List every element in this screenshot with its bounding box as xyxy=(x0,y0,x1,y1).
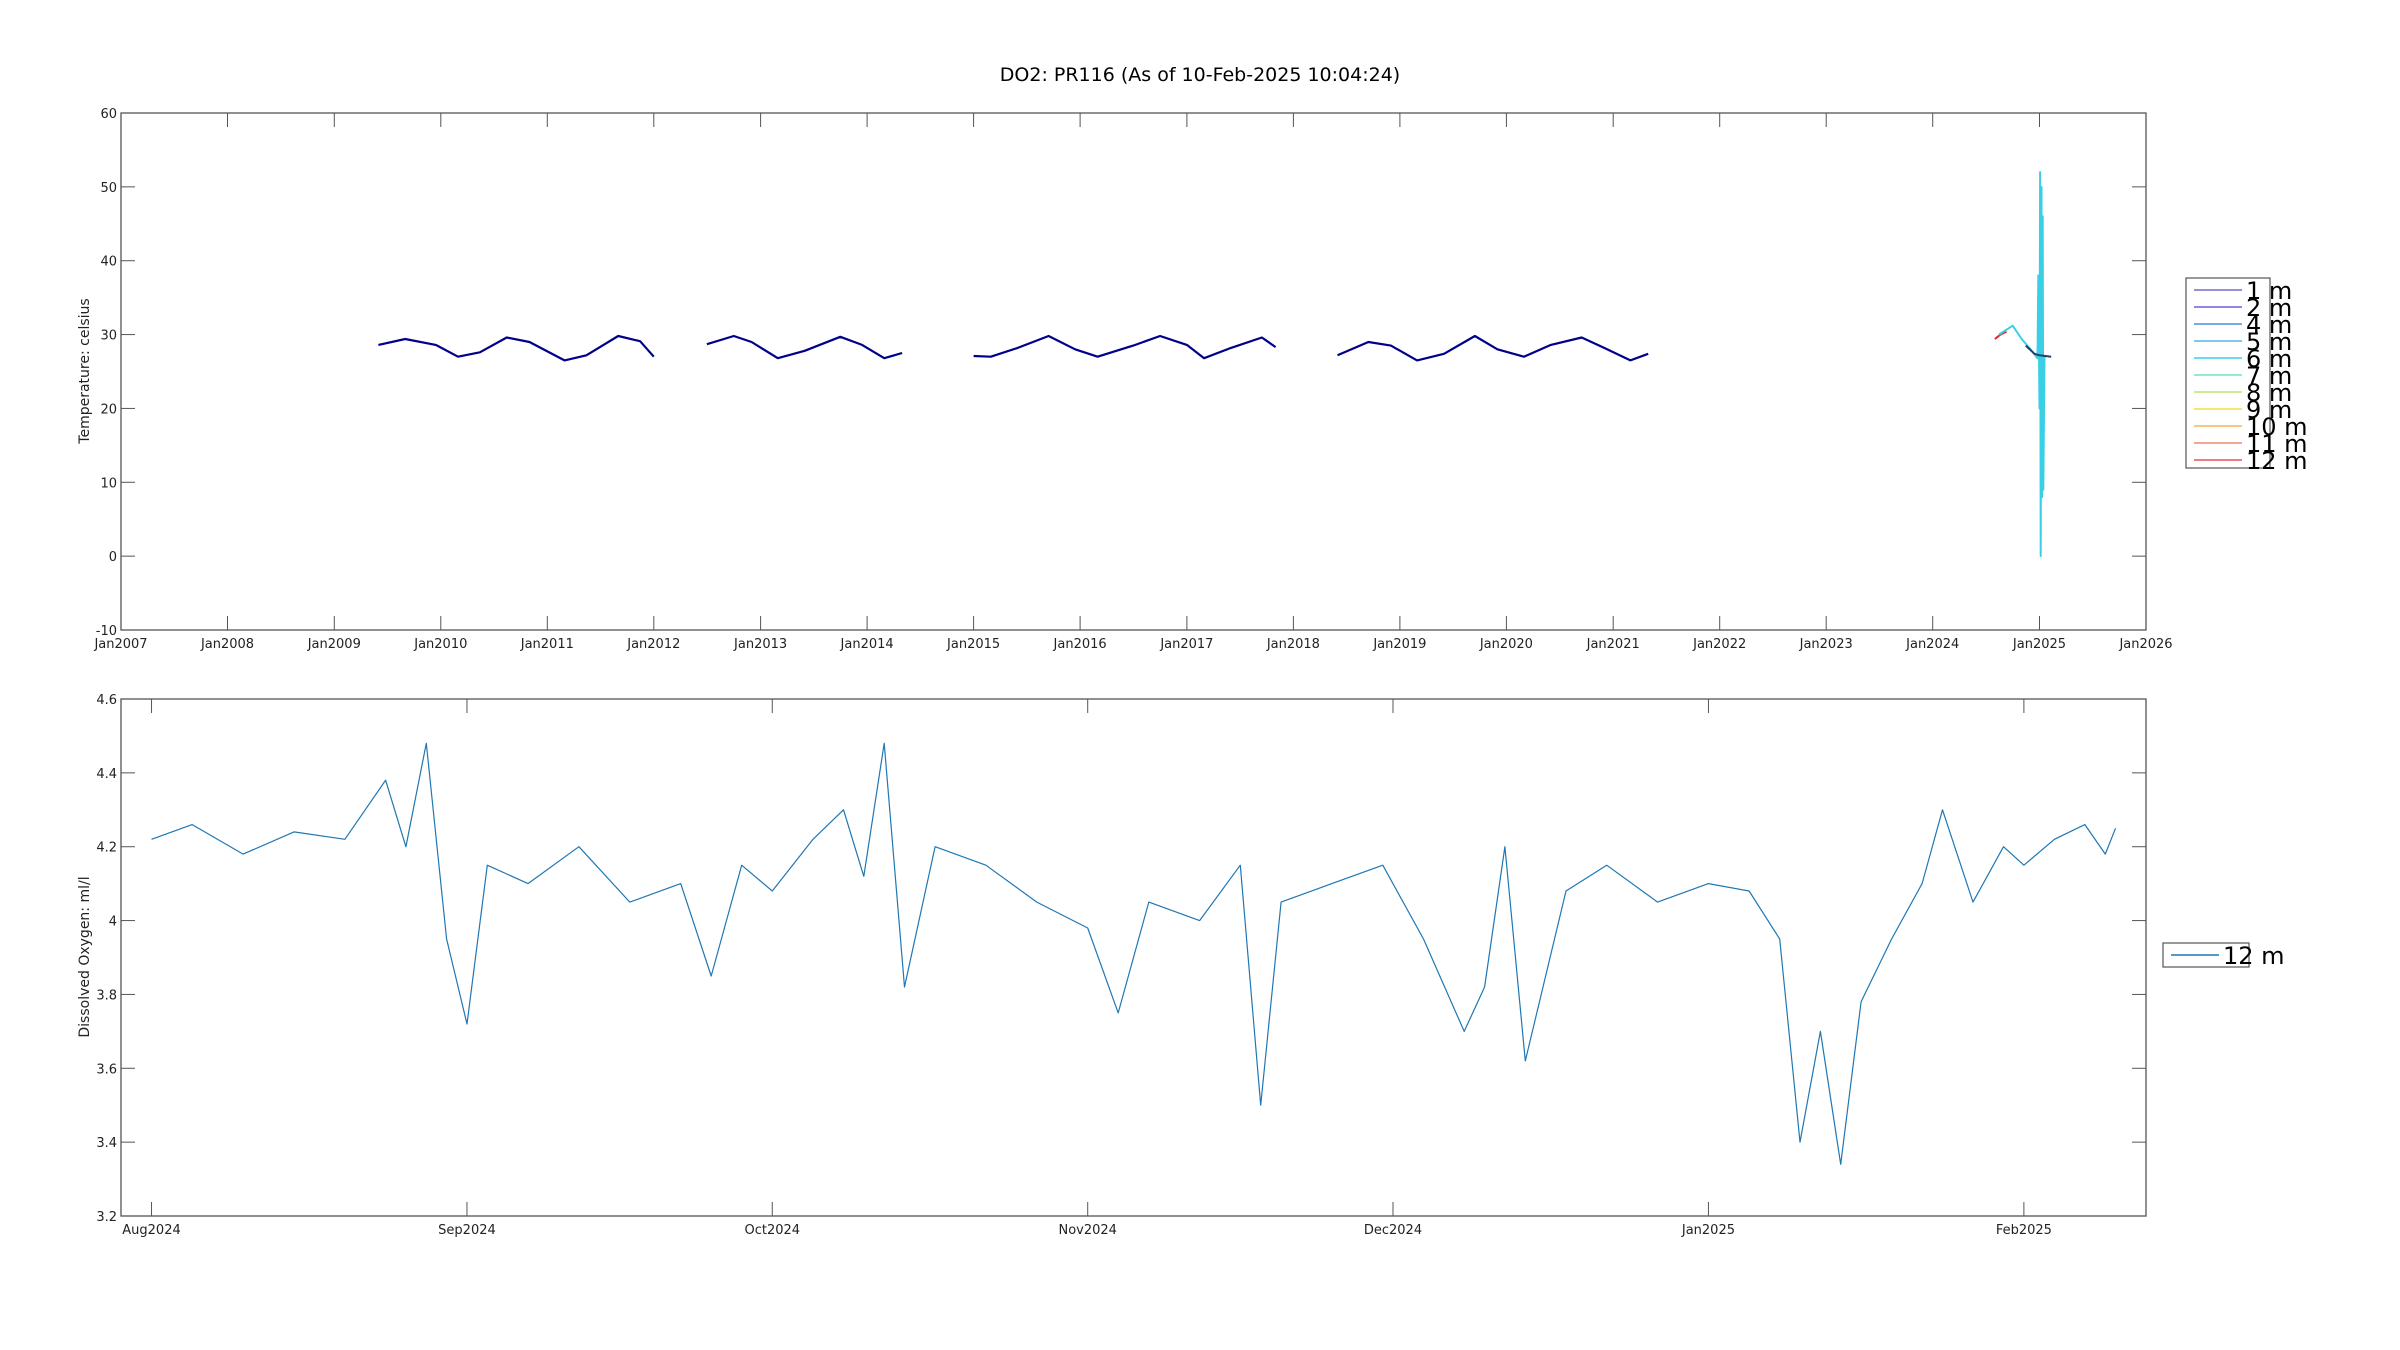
x-tick-label: Jan2024 xyxy=(1905,637,1959,652)
x-tick-label: Jan2023 xyxy=(1799,637,1853,652)
y-tick-label: 3.8 xyxy=(96,988,117,1003)
x-tick-label: Jan2025 xyxy=(2012,637,2066,652)
y-tick-label: 40 xyxy=(100,255,117,270)
y-tick-label: 20 xyxy=(100,402,117,417)
y-tick-label: 60 xyxy=(100,107,117,122)
y-tick-label: 30 xyxy=(100,329,117,344)
x-tick-label: Nov2024 xyxy=(1058,1223,1116,1238)
temperature-legend-box xyxy=(2185,277,2271,469)
oxygen-axes: Dissolved Oxygen: ml/l 3.2 3.4 3.6 3.8 4 4.2 4… xyxy=(77,693,2147,1238)
legend-entry: 9 m xyxy=(2246,396,2292,424)
legend-entry: 11 m xyxy=(2246,430,2308,458)
x-tick-label: Jan2021 xyxy=(1586,637,1640,652)
legend-entry: 7 m xyxy=(2246,362,2292,390)
legend-entry: 6 m xyxy=(2246,345,2292,373)
legend-entry: 1 m xyxy=(2246,277,2292,305)
temperature-axes: Temperature: celsius -10 0 10 20 30 40 50 60 Jan… xyxy=(77,107,2173,652)
x-tick-label: Jan2026 xyxy=(2118,637,2172,652)
x-tick-label: Jan2010 xyxy=(413,637,467,652)
x-tick-label: Jan2016 xyxy=(1053,637,1107,652)
figure-title: DO2: PR116 (As of 10-Feb-2025 10:04:24) xyxy=(1000,64,1400,86)
x-tick-label: Jan2009 xyxy=(307,637,361,652)
y-tick-label: 3.2 xyxy=(96,1210,117,1225)
x-tick-label: Sep2024 xyxy=(438,1223,496,1238)
x-tick-label: Jan2007 xyxy=(93,637,147,652)
legend-entry: 2 m xyxy=(2246,294,2292,322)
x-tick-label: Jan2019 xyxy=(1372,637,1426,652)
x-tick-label: Feb2025 xyxy=(1996,1223,2052,1238)
y-tick-label: 10 xyxy=(100,476,117,491)
x-tick-label: Jan2014 xyxy=(840,637,894,652)
x-tick-label: Jan2012 xyxy=(626,637,680,652)
x-tick-label: Jan2015 xyxy=(946,637,1000,652)
y-tick-label: 4.6 xyxy=(96,693,117,708)
oxygen-y-label: Dissolved Oxygen: ml/l xyxy=(77,876,93,1037)
y-tick-label: 50 xyxy=(100,181,117,196)
legend-entry: 12 m xyxy=(2246,447,2308,475)
legend-entry: 10 m xyxy=(2246,413,2308,441)
legend-entry: 5 m xyxy=(2246,328,2292,356)
x-tick-label: Jan2018 xyxy=(1266,637,1320,652)
y-tick-label: 3.4 xyxy=(96,1136,117,1151)
x-tick-label: Oct2024 xyxy=(744,1223,800,1238)
x-tick-label: Jan2008 xyxy=(200,637,254,652)
y-tick-label: 4.4 xyxy=(96,767,117,782)
x-tick-label: Jan2025 xyxy=(1681,1223,1735,1238)
x-tick-label: Jan2022 xyxy=(1692,637,1746,652)
legend-entry: 4 m xyxy=(2246,311,2292,339)
y-tick-label: 4 xyxy=(109,915,117,930)
temperature-y-label: Temperature: celsius xyxy=(77,298,93,444)
series-line xyxy=(151,742,2117,1165)
x-tick-label: Jan2013 xyxy=(733,637,787,652)
temperature-legend: 1 m2 m4 m5 m6 m7 m8 m9 m10 m11 m12 m xyxy=(2185,277,2308,475)
series-line xyxy=(378,334,1649,362)
y-tick-label: 0 xyxy=(109,550,117,565)
x-tick-label: Jan2011 xyxy=(520,637,574,652)
x-tick-label: Aug2024 xyxy=(122,1223,180,1238)
series-line xyxy=(2025,344,2052,358)
legend-entry: 12 m xyxy=(2223,942,2285,970)
y-tick-label: 3.6 xyxy=(96,1062,117,1077)
x-tick-label: Dec2024 xyxy=(1364,1223,1422,1238)
oxygen-legend: 12 m xyxy=(2162,942,2285,970)
y-tick-label: -10 xyxy=(96,624,117,639)
x-tick-label: Jan2017 xyxy=(1159,637,1213,652)
y-tick-label: 4.2 xyxy=(96,841,117,856)
series-line xyxy=(1998,171,2046,558)
x-tick-label: Jan2020 xyxy=(1479,637,1533,652)
temperature-plot-area xyxy=(120,112,2147,631)
legend-entry: 8 m xyxy=(2246,379,2292,407)
